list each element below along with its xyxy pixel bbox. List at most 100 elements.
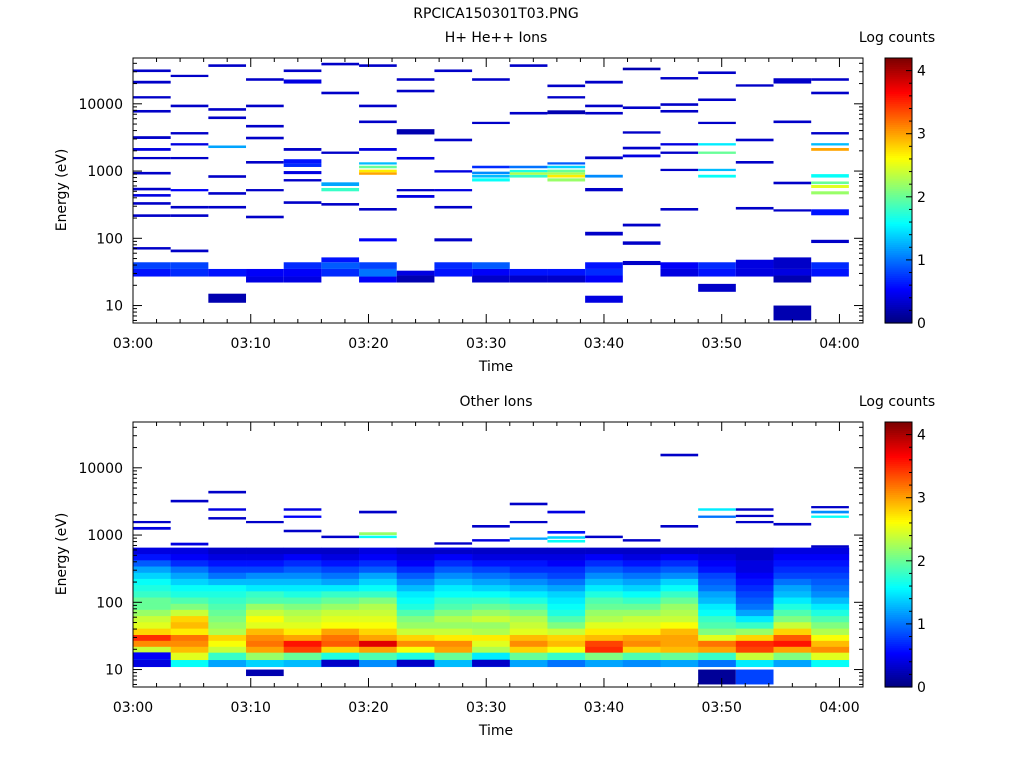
heatmap-cell — [698, 547, 737, 555]
heatmap-cell — [698, 515, 736, 518]
heatmap-cell — [434, 634, 473, 641]
heatmap-cell — [133, 171, 171, 175]
colorbar-step — [885, 680, 912, 684]
colorbar-step — [885, 267, 912, 270]
heatmap-cell — [660, 578, 699, 586]
colorbar-step — [885, 562, 912, 566]
heatmap-cell — [622, 560, 661, 567]
heatmap-cell — [547, 566, 586, 573]
heatmap-cell — [660, 553, 699, 561]
colorbar-step — [885, 581, 912, 585]
colorbar-step — [885, 188, 912, 192]
colorbar-step — [885, 89, 912, 92]
colorbar-step — [885, 316, 912, 320]
heatmap-cell — [434, 591, 473, 598]
colorbar-step — [885, 190, 912, 194]
colorbar-step — [885, 132, 912, 136]
heatmap-cell — [509, 174, 548, 178]
heatmap-cell — [321, 572, 360, 579]
heatmap-cell — [208, 145, 247, 149]
colorbar-step — [885, 511, 912, 514]
heatmap-cell — [811, 515, 849, 518]
heatmap-cell — [359, 659, 398, 668]
y-axis-label: Energy (eV) — [54, 513, 70, 596]
heatmap-cell — [585, 591, 624, 598]
heatmap-cell — [170, 560, 209, 567]
heatmap-cell — [208, 268, 247, 277]
heatmap-cell — [698, 560, 737, 567]
heatmap-cell — [811, 191, 849, 195]
heatmap-cell — [811, 603, 850, 610]
heatmap-cell — [472, 591, 511, 598]
colorbar-step — [885, 157, 912, 161]
heatmap-cell — [660, 572, 699, 579]
heatmap-cell — [246, 161, 284, 164]
heatmap-cell — [660, 103, 699, 106]
colorbar-step — [885, 519, 912, 522]
heatmap-cell — [283, 566, 322, 573]
heatmap-cell — [472, 262, 510, 269]
heatmap-cell — [396, 591, 435, 598]
heatmap-cell — [321, 535, 360, 539]
heatmap-cell — [283, 646, 322, 653]
colorbar-step — [885, 662, 912, 665]
colorbar-step — [885, 500, 912, 504]
heatmap-cell — [208, 584, 247, 592]
heatmap-cell — [735, 259, 774, 269]
heatmap-cell — [359, 268, 397, 277]
heatmap-cell — [170, 572, 209, 579]
heatmap-cell — [283, 163, 322, 167]
heatmap-cell — [547, 609, 586, 617]
heatmap-cell — [472, 597, 511, 604]
heatmap-cell — [396, 634, 435, 641]
colorbar-step — [885, 542, 912, 545]
heatmap-cell — [472, 659, 510, 667]
colorbar: 0 1 2 3 4 — [884, 421, 926, 696]
colorbar-step — [885, 82, 912, 86]
y-tick-label: 100 — [96, 231, 123, 247]
colorbar-step — [885, 231, 912, 235]
heatmap-cell — [396, 78, 435, 81]
heatmap-cell — [283, 79, 322, 84]
heatmap-cell — [321, 584, 360, 592]
heatmap-cell — [133, 96, 171, 99]
heatmap-cell — [811, 262, 849, 269]
colorbar-step — [885, 432, 912, 436]
heatmap-cell — [547, 536, 586, 539]
heatmap-cell — [547, 547, 586, 555]
heatmap-cell — [359, 621, 398, 629]
heatmap-cell — [698, 669, 736, 685]
heatmap-cell — [811, 174, 849, 178]
colorbar-step — [885, 115, 912, 119]
heatmap-cell — [283, 508, 322, 511]
heatmap-cell — [208, 572, 247, 579]
heatmap-cell — [208, 640, 247, 647]
heatmap-cell — [396, 603, 435, 610]
colorbar-step — [885, 167, 912, 171]
colorbar-step — [885, 215, 912, 219]
colorbar-step — [885, 207, 912, 210]
heatmap-cell — [698, 603, 737, 610]
heatmap-cell — [585, 609, 624, 617]
colorbar-step — [885, 153, 912, 156]
y-tick-label: 1000 — [87, 528, 123, 544]
heatmap-cell — [359, 64, 397, 67]
heatmap-cell — [283, 621, 322, 629]
heatmap-cell — [434, 621, 473, 629]
heatmap-cell — [170, 249, 209, 253]
heatmap-cell — [246, 652, 285, 661]
heatmap-cell — [660, 525, 699, 528]
panel-title: Other Ions — [459, 394, 532, 410]
heatmap-cell — [283, 69, 322, 73]
heatmap-cell — [283, 640, 322, 647]
colorbar-step — [885, 523, 912, 527]
colorbar-step — [885, 130, 912, 134]
heatmap-cell — [509, 566, 548, 573]
heatmap-cell — [735, 161, 774, 164]
heatmap-cell — [698, 640, 737, 647]
colorbar-step — [885, 597, 912, 601]
heatmap-cell — [359, 640, 398, 647]
colorbar-step — [885, 674, 912, 678]
heatmap-cell — [660, 584, 699, 592]
heatmap-cell — [622, 603, 661, 610]
